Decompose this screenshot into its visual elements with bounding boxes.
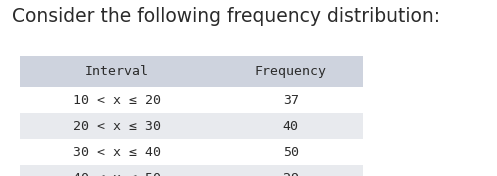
Text: 50: 50 bbox=[283, 146, 299, 159]
FancyBboxPatch shape bbox=[20, 139, 363, 165]
Text: 20 < x ≤ 30: 20 < x ≤ 30 bbox=[73, 120, 161, 133]
Text: 29: 29 bbox=[283, 172, 299, 176]
FancyBboxPatch shape bbox=[20, 165, 363, 176]
Text: 37: 37 bbox=[283, 94, 299, 107]
Text: Consider the following frequency distribution:: Consider the following frequency distrib… bbox=[12, 7, 440, 26]
Text: 40 < x ≤ 50: 40 < x ≤ 50 bbox=[73, 172, 161, 176]
FancyBboxPatch shape bbox=[20, 87, 363, 113]
Text: Frequency: Frequency bbox=[255, 65, 327, 78]
FancyBboxPatch shape bbox=[20, 113, 363, 139]
FancyBboxPatch shape bbox=[20, 56, 363, 87]
Text: Interval: Interval bbox=[85, 65, 149, 78]
Text: 30 < x ≤ 40: 30 < x ≤ 40 bbox=[73, 146, 161, 159]
Text: 40: 40 bbox=[283, 120, 299, 133]
Text: 10 < x ≤ 20: 10 < x ≤ 20 bbox=[73, 94, 161, 107]
